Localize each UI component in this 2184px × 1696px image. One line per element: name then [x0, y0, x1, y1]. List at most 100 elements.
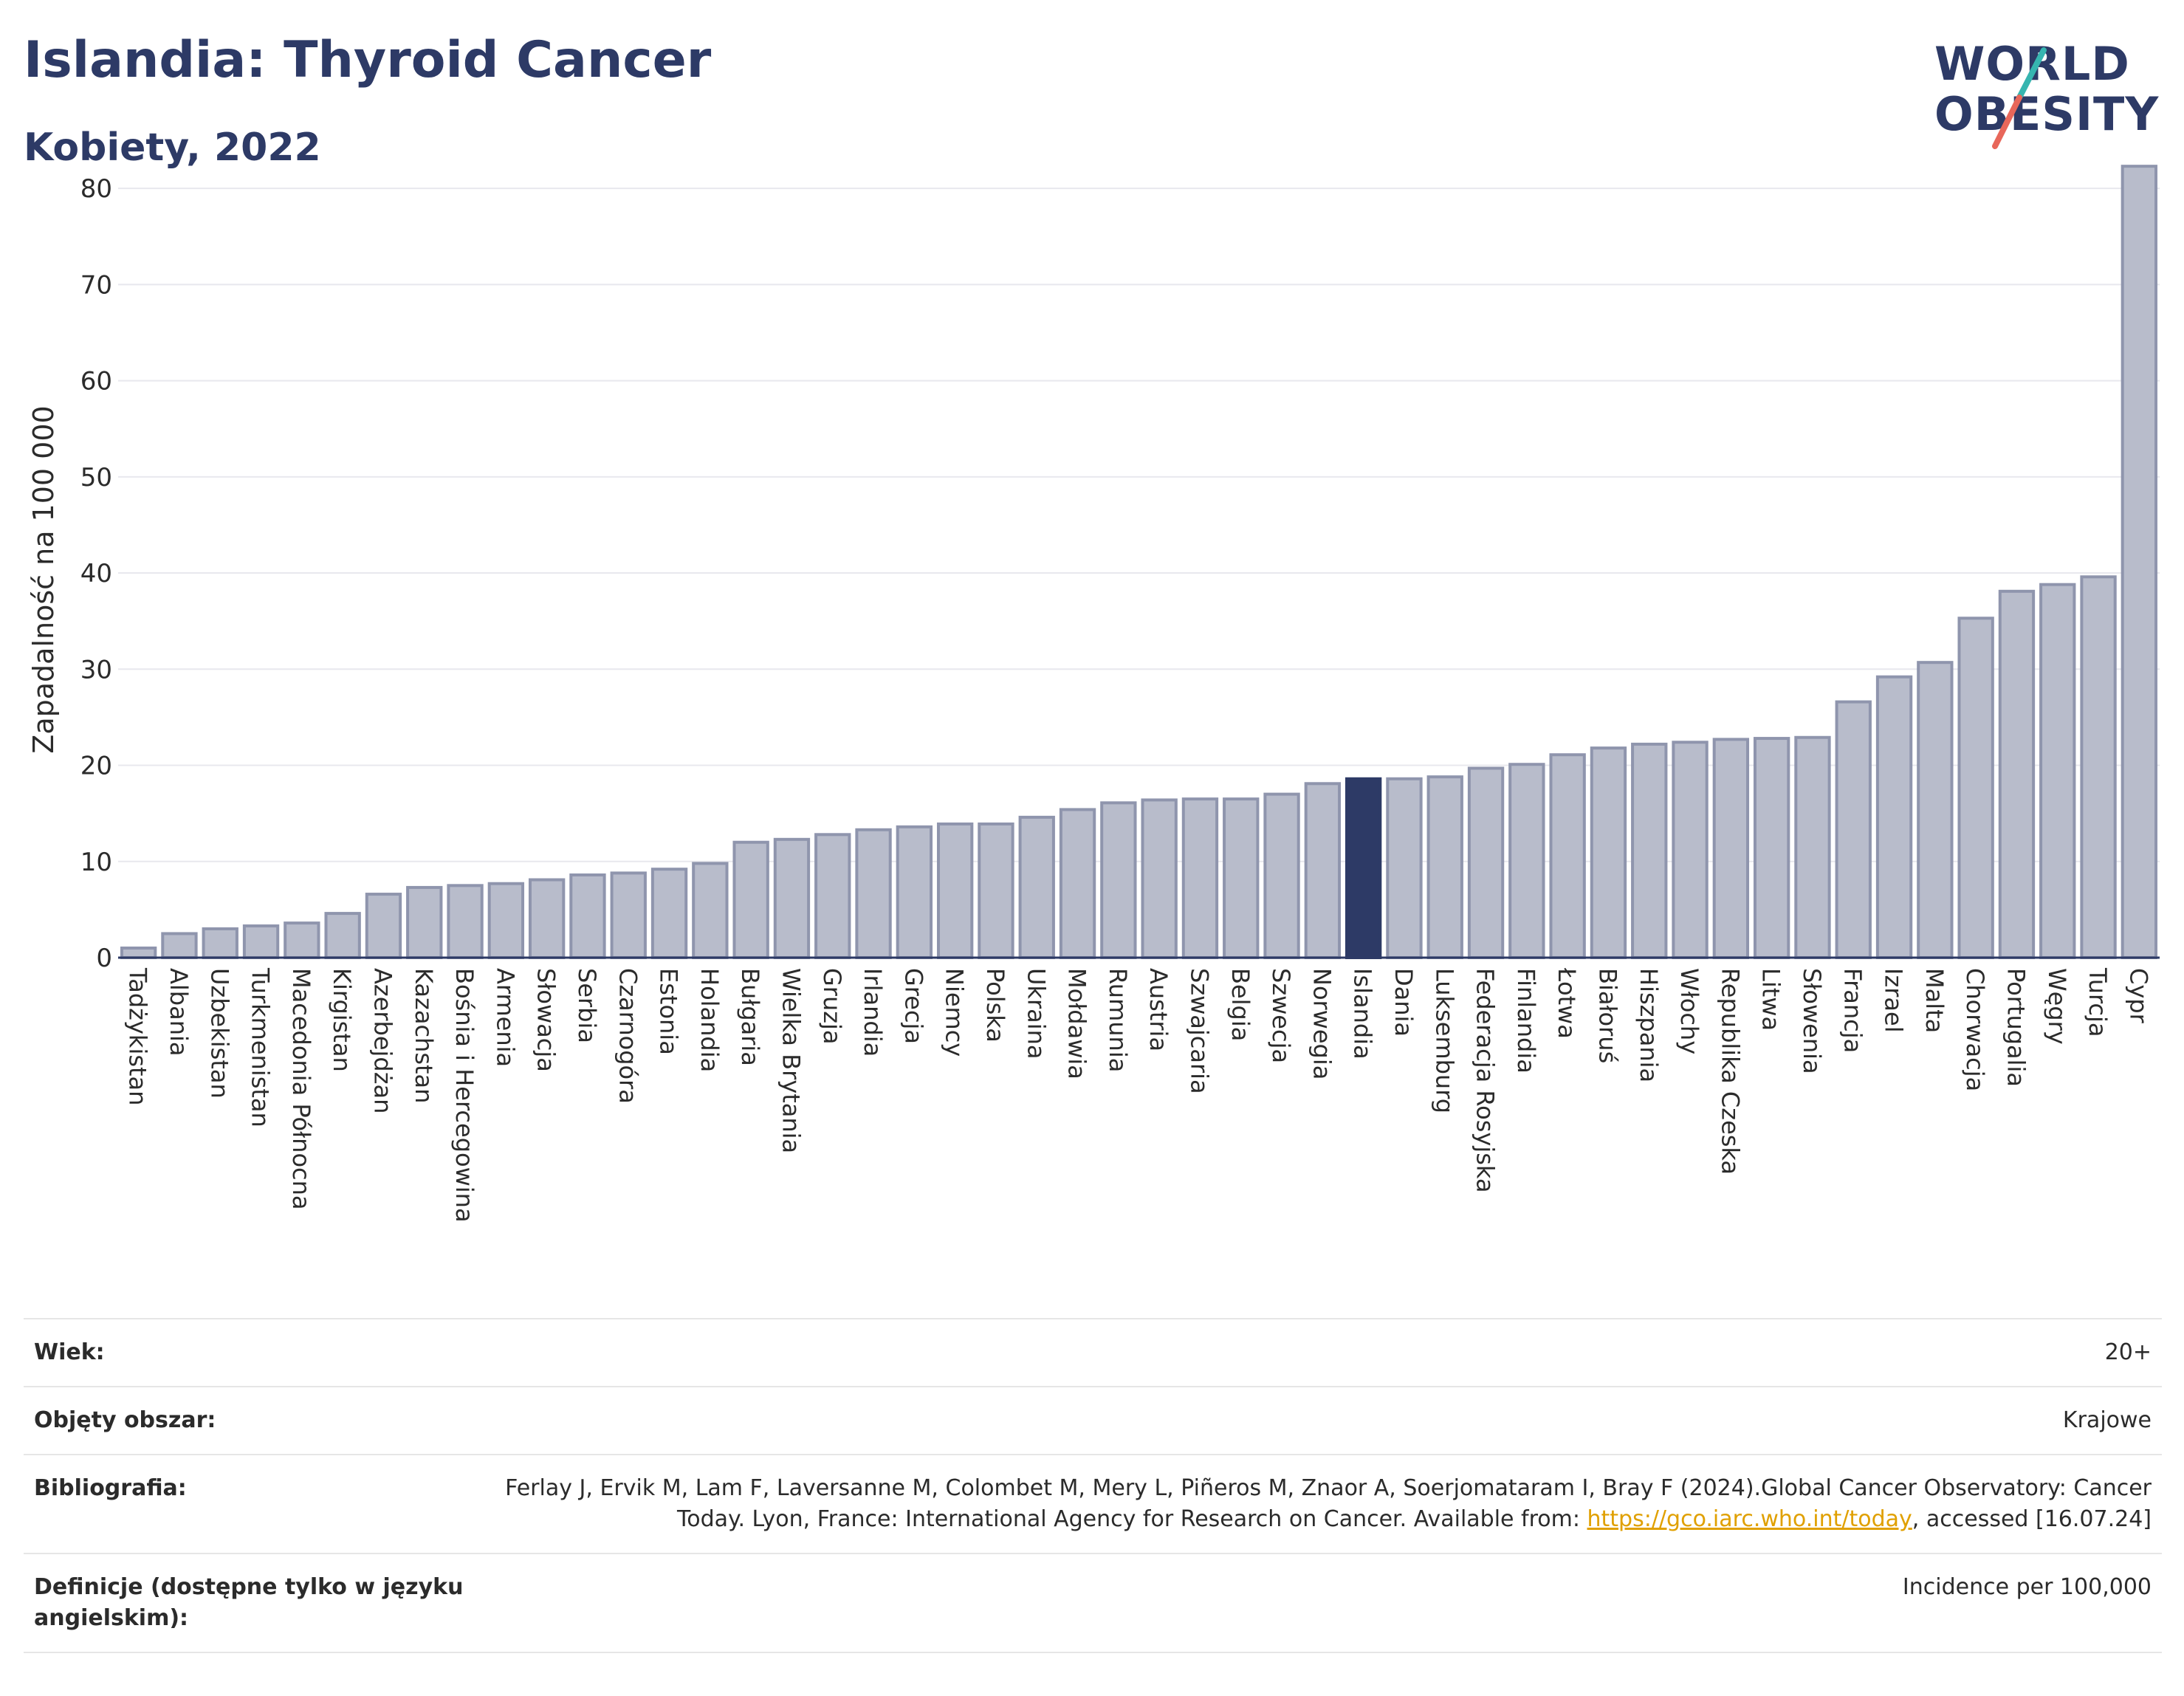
x-tick-label: Gruzja: [818, 968, 846, 1045]
meta-row-area: Objęty obszar: Krajowe: [24, 1387, 2162, 1455]
x-tick-label: Bośnia i Hercegowina: [450, 968, 478, 1223]
chart-bars: [120, 165, 2158, 960]
bar-Cypr[interactable]: [2121, 165, 2158, 959]
bar-Uzbekistan[interactable]: [202, 927, 238, 960]
bar-Bośnia i Hercegowina[interactable]: [447, 884, 484, 959]
bar-Polska[interactable]: [978, 822, 1014, 959]
bar-Łotwa[interactable]: [1549, 753, 1586, 960]
x-tick-label: Rumunia: [1104, 968, 1132, 1072]
bar-Hiszpania[interactable]: [1631, 742, 1668, 959]
x-tick-label: Słowenia: [1798, 968, 1826, 1074]
x-tick-label: Albania: [165, 968, 193, 1056]
bar-Włochy[interactable]: [1672, 741, 1709, 959]
x-tick-label: Irlandia: [859, 968, 887, 1057]
y-tick-label: 30: [80, 655, 112, 684]
y-axis-title: Zapadalność na 100 000: [27, 405, 60, 753]
bar-Republika Czeska[interactable]: [1712, 738, 1750, 960]
x-tick-label: Dania: [1390, 968, 1418, 1037]
x-tick-label: Węgry: [2043, 968, 2071, 1045]
bibliography-text: Ferlay J, Ervik M, Lam F, Laversanne M, …: [505, 1475, 2152, 1532]
x-tick-label: Włochy: [1675, 968, 1703, 1054]
bar-Gruzja[interactable]: [814, 833, 851, 959]
x-tick-label: Republika Czeska: [1716, 968, 1744, 1175]
x-tick-label: Francja: [1838, 968, 1867, 1053]
meta-value: 20+: [2104, 1339, 2152, 1365]
bar-Kirgistan[interactable]: [324, 912, 361, 960]
bar-Chorwacja[interactable]: [1957, 617, 1994, 959]
x-tick-label: Słowacja: [532, 968, 560, 1072]
x-tick-label: Litwa: [1757, 968, 1785, 1031]
bar-Wielka Brytania[interactable]: [773, 837, 811, 959]
x-tick-label: Federacja Rosyjska: [1472, 968, 1500, 1193]
x-tick-label: Łotwa: [1553, 967, 1581, 1039]
meta-key: Definicje (dostępne tylko w języku angie…: [34, 1574, 464, 1631]
x-tick-label: Turkmenistan: [247, 967, 275, 1127]
x-tick-label: Armenia: [491, 968, 519, 1067]
x-tick-label: Polska: [981, 968, 1009, 1043]
x-tick-label: Macedonia Północna: [287, 968, 315, 1210]
source-link[interactable]: https://gco.iarc.who.int/today: [1587, 1506, 1912, 1532]
x-tick-label: Serbia: [573, 968, 601, 1043]
x-tick-label: Wielka Brytania: [777, 968, 805, 1153]
bar-Czarnogóra[interactable]: [610, 871, 647, 959]
bar-Azerbejdżan[interactable]: [365, 893, 402, 959]
bar-Dania[interactable]: [1386, 777, 1423, 959]
bar-Szwajcaria[interactable]: [1181, 797, 1219, 960]
bar-Islandia[interactable]: [1345, 777, 1382, 959]
bar-Finlandia[interactable]: [1508, 763, 1545, 959]
x-tick-label: Białoruś: [1593, 968, 1621, 1063]
x-tick-label: Portugalia: [2002, 968, 2030, 1087]
bar-Szwecja[interactable]: [1263, 792, 1300, 959]
bar-Turcja[interactable]: [2080, 575, 2117, 959]
y-tick-label: 70: [80, 270, 112, 300]
logo-line-1: WORLD: [1934, 37, 2130, 91]
y-axis-ticks: 0 10 20 30 40 50 60 70 80: [80, 174, 112, 973]
x-tick-label: Norwegia: [1308, 968, 1336, 1079]
bar-Albania[interactable]: [161, 932, 198, 959]
meta-key: Wiek:: [34, 1339, 105, 1365]
bar-Słowenia[interactable]: [1794, 735, 1831, 959]
bar-Serbia[interactable]: [569, 873, 606, 960]
bar-Rumunia[interactable]: [1100, 801, 1137, 959]
bar-Irlandia[interactable]: [855, 828, 892, 960]
bar-Węgry[interactable]: [2039, 583, 2076, 959]
bar-Belgia[interactable]: [1223, 797, 1260, 960]
bar-Armenia[interactable]: [487, 882, 525, 960]
bar-Słowacja[interactable]: [528, 878, 566, 959]
bibliography-suffix: , accessed [16.07.24]: [1912, 1506, 2152, 1532]
x-tick-label: Chorwacja: [1961, 968, 1989, 1091]
bar-Kazachstan[interactable]: [406, 885, 443, 959]
bar-Bułgaria[interactable]: [732, 840, 769, 959]
y-tick-label: 20: [80, 752, 112, 781]
page-subtitle: Kobiety, 2022: [24, 126, 321, 170]
x-tick-label: Kirgistan: [328, 968, 356, 1072]
x-tick-label: Niemcy: [941, 968, 969, 1057]
bar-Grecja[interactable]: [896, 825, 933, 959]
bar-Izrael[interactable]: [1875, 675, 1913, 959]
world-obesity-logo[interactable]: WORLD OBESITY: [1920, 22, 2171, 155]
bar-Mołdawia[interactable]: [1059, 808, 1096, 959]
bar-Norwegia[interactable]: [1304, 782, 1342, 960]
bar-Estonia[interactable]: [650, 868, 688, 959]
x-tick-label: Turcja: [2084, 967, 2112, 1037]
meta-row-bibliography: Bibliografia: Ferlay J, Ervik M, Lam F, …: [24, 1455, 2162, 1554]
meta-row-age: Wiek: 20+: [24, 1319, 2162, 1387]
bar-Malta[interactable]: [1917, 661, 1954, 960]
bar-Białoruś[interactable]: [1590, 746, 1627, 959]
bar-Holandia[interactable]: [692, 862, 729, 959]
y-tick-label: 60: [80, 367, 112, 396]
bar-chart: 0 10 20 30 40 50 60 70 80 Tadżykistan Albania Uzbe…: [27, 165, 2160, 1223]
bar-Turkmenistan[interactable]: [242, 924, 280, 959]
bar-Niemcy[interactable]: [936, 822, 974, 959]
bar-Portugalia[interactable]: [1998, 589, 2036, 959]
bar-Francja[interactable]: [1835, 700, 1872, 959]
bar-Austria[interactable]: [1141, 798, 1178, 959]
bar-Litwa[interactable]: [1753, 737, 1790, 959]
bar-Tadżykistan[interactable]: [120, 946, 157, 959]
bar-Federacja Rosyjska[interactable]: [1467, 766, 1505, 960]
x-tick-label: Czarnogóra: [614, 968, 642, 1104]
x-axis-labels: Tadżykistan Albania Uzbekistan Turkmenistan…: [124, 967, 2153, 1223]
bar-Macedonia Północna[interactable]: [284, 921, 320, 959]
bar-Ukraina[interactable]: [1018, 815, 1055, 959]
bar-Luksemburg[interactable]: [1426, 775, 1463, 959]
